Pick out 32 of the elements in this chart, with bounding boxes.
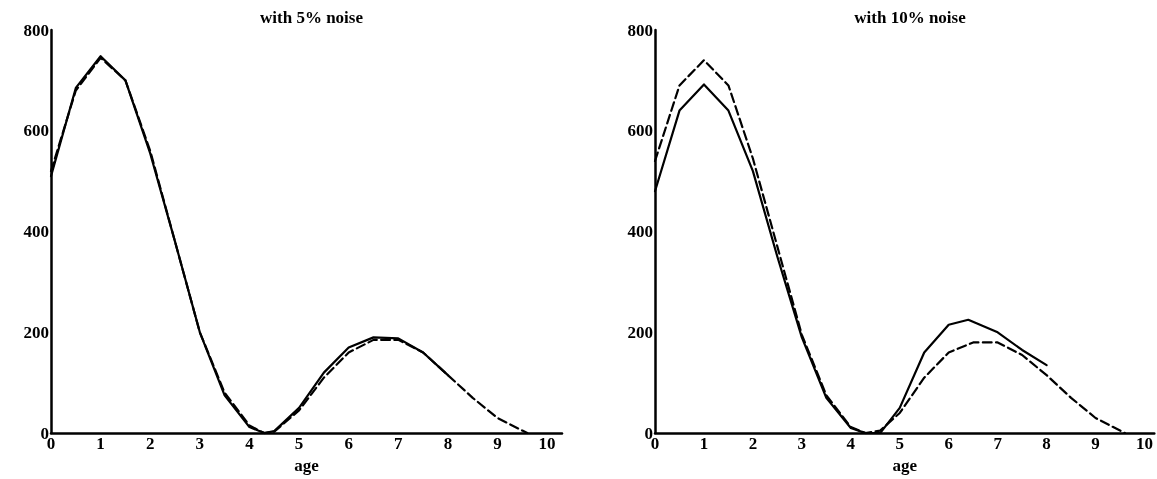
x-tick-label: 2 [748,434,758,454]
x-tick-label: 7 [993,434,1003,454]
x-tick-label: 1 [699,434,709,454]
y-tick-label: 400 [627,222,653,242]
y-tick-label: 800 [627,20,653,40]
x-tick-label: 7 [394,434,404,454]
y-tick-label: 400 [23,222,49,242]
chart-title: with 10% noise [854,8,967,27]
x-tick-label: 8 [1042,434,1051,454]
chart-title: with 5% noise [260,8,364,27]
x-tick-label: 6 [944,434,953,454]
y-tick-label: 800 [23,20,49,40]
y-tick-label: 600 [23,121,49,141]
x-tick-label: 1 [96,434,105,454]
x-tick-label: 9 [493,434,502,454]
x-tick-label: 5 [294,434,304,454]
x-tick-label: 3 [195,434,205,454]
x-tick-label: 10 [538,434,556,454]
x-tick-label: 3 [797,434,807,454]
x-tick-label: 2 [145,434,155,454]
x-tick-label: 8 [443,434,453,454]
y-tick-label: 200 [627,322,653,342]
x-axis-title: age [892,456,918,475]
x-tick-label: 9 [1091,434,1100,454]
y-tick-label: 200 [23,322,49,342]
x-tick-label: 10 [1136,434,1153,454]
x-tick-label: 6 [344,434,353,454]
x-tick-label: 4 [245,434,255,454]
x-axis-title: age [294,456,320,475]
y-tick-label: 600 [627,121,653,141]
x-tick-label: 4 [846,434,856,454]
x-tick-label: 5 [895,434,904,454]
